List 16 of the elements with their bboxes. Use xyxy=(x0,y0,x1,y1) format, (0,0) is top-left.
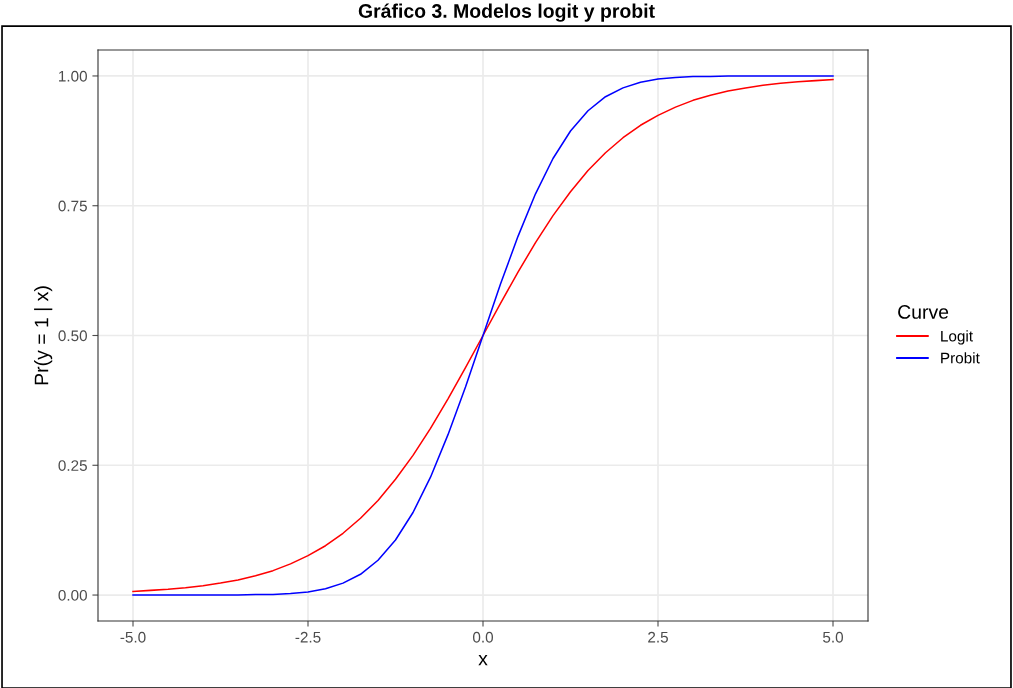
x-tick-label: -5.0 xyxy=(120,631,146,643)
chart-title: Gráfico 3. Modelos logit y probit xyxy=(358,3,655,22)
legend-label: Logit xyxy=(941,330,973,345)
x-axis-title: x xyxy=(478,655,488,666)
y-tick-label: 0.50 xyxy=(58,330,87,342)
legend-title: Curve xyxy=(898,305,949,319)
y-tick-label: 0.75 xyxy=(58,200,87,212)
x-tick-label: -2.5 xyxy=(295,631,321,643)
y-tick-label: 1.00 xyxy=(59,70,87,82)
y-tick-label: 0.00 xyxy=(58,589,87,601)
x-tick-label: 0.0 xyxy=(472,631,494,643)
y-axis-title: Pr(y = 1 | x) xyxy=(34,286,53,385)
legend-label: Probit xyxy=(941,352,980,364)
y-tick-label: 0.25 xyxy=(58,460,87,471)
x-tick-label: 2.5 xyxy=(648,631,668,643)
x-tick-label: 5.0 xyxy=(822,631,844,643)
